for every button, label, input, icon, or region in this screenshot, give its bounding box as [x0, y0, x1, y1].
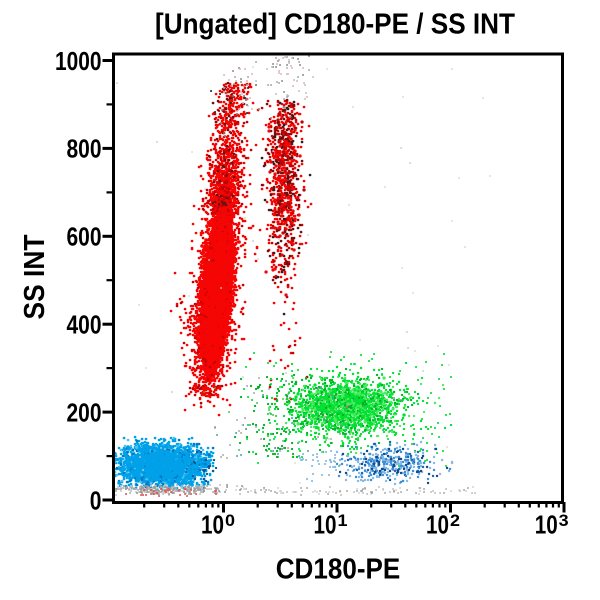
svg-text:1000: 1000: [55, 46, 102, 76]
svg-text:SS INT: SS INT: [19, 234, 51, 319]
svg-text:400: 400: [67, 310, 102, 340]
svg-text:0: 0: [90, 485, 102, 515]
svg-text:[Ungated] CD180-PE / SS INT: [Ungated] CD180-PE / SS INT: [155, 9, 515, 41]
svg-text:10: 10: [535, 510, 558, 540]
svg-text:0: 0: [225, 511, 235, 530]
svg-text:10: 10: [201, 510, 224, 540]
svg-text:10: 10: [314, 510, 337, 540]
svg-text:10: 10: [426, 510, 449, 540]
svg-text:3: 3: [559, 511, 569, 530]
svg-text:800: 800: [67, 134, 102, 164]
svg-text:200: 200: [67, 397, 102, 427]
svg-text:2: 2: [450, 511, 460, 530]
svg-text:1: 1: [338, 511, 348, 530]
svg-text:CD180-PE: CD180-PE: [276, 554, 401, 586]
svg-text:600: 600: [67, 222, 102, 252]
